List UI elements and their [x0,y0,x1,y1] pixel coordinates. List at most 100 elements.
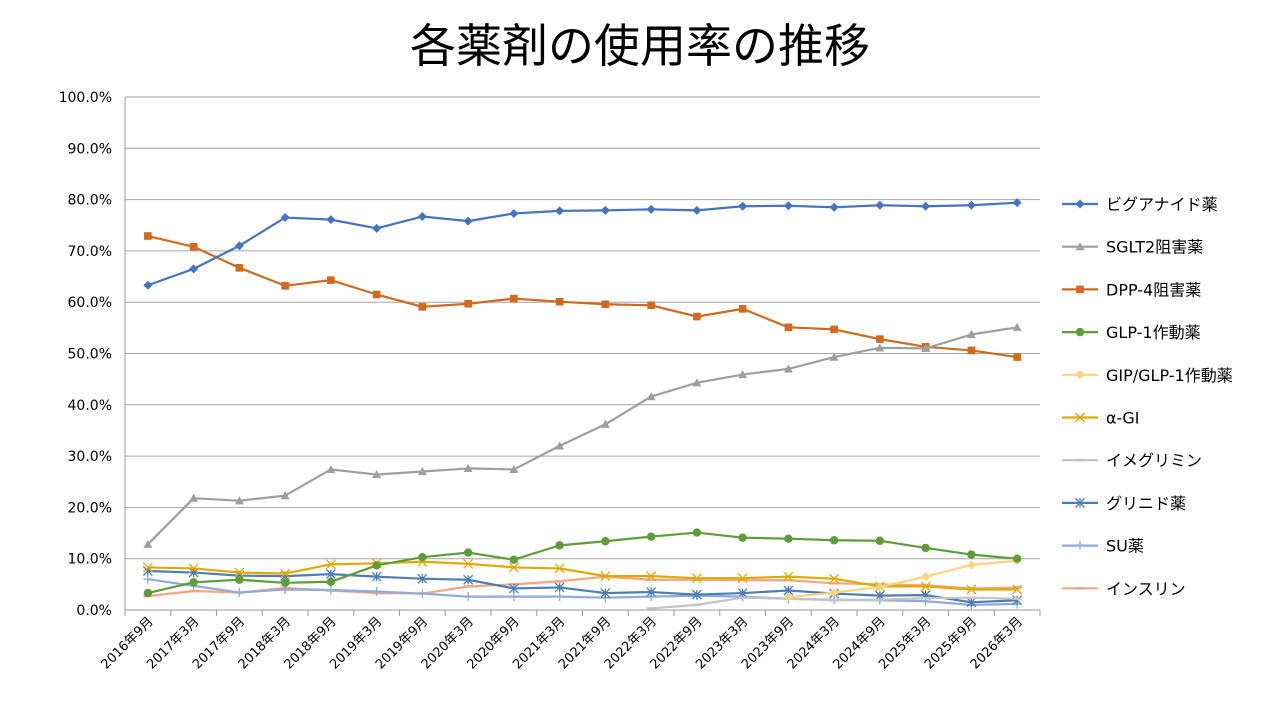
legend-label: α-GI [1106,409,1139,428]
y-tick-label: 80.0% [68,193,112,209]
data-point [646,587,657,598]
data-point [509,208,519,218]
data-point [1075,412,1085,423]
data-point [463,548,473,557]
data-point [235,264,244,272]
data-point [921,343,931,352]
data-point [1075,541,1085,551]
data-point [464,299,472,308]
data-point [326,464,336,474]
data-point [234,496,244,505]
legend-item: グリニド薬 [1062,494,1186,513]
data-point [829,536,839,545]
data-point [967,550,976,559]
data-point [692,205,702,215]
data-point [509,555,519,564]
data-point [1075,199,1085,209]
data-point [417,573,428,584]
data-point [510,294,518,303]
data-point [875,343,885,352]
data-point [600,588,611,599]
data-point [646,571,657,582]
data-point [143,280,153,290]
data-point [829,588,839,598]
legend-label: インスリン [1106,579,1186,598]
data-point [143,588,153,598]
legend: ビグアナイド薬 SGLT2阻害薬 DPP-4阻害薬 GLP-1作動薬 GIP/GLP-1… [1062,195,1233,598]
data-point [372,587,382,597]
series-line [147,560,1018,591]
data-point [280,491,290,500]
series-3 [143,528,1022,598]
gridlines [125,96,1040,611]
data-point [693,312,701,321]
legend-item: GIP/GLP-1作動薬 [1062,366,1233,385]
data-point [829,202,839,212]
legend-label: GLP-1作動薬 [1106,323,1201,342]
data-point [280,213,290,223]
data-point [600,205,610,215]
data-point [188,563,199,574]
data-point [417,212,427,222]
data-point [737,588,748,599]
data-point [508,583,519,594]
data-point [966,330,976,339]
data-point [966,584,977,595]
series-4 [783,556,1022,602]
series-line [788,559,1018,599]
y-tick-label: 60.0% [68,295,112,311]
data-point [600,571,611,582]
data-point [738,533,747,542]
legend-item: インスリン [1062,579,1186,598]
data-point [921,572,931,582]
data-point [463,216,473,226]
data-point [234,241,244,251]
data-point [463,463,473,473]
data-point [144,232,152,240]
data-point [417,589,427,599]
data-point [876,335,884,343]
data-point [783,364,793,373]
data-point [1012,198,1022,208]
data-point [463,574,474,585]
data-point [372,470,382,479]
data-point [325,559,336,570]
data-point [143,539,153,548]
data-point [921,543,930,553]
data-point [554,582,565,593]
data-point [509,464,519,474]
data-point [142,562,153,573]
series-5 [142,556,1023,595]
data-point [920,581,931,592]
data-point [189,264,199,274]
data-point [783,592,793,602]
series-line [147,234,1018,359]
data-point [555,441,565,450]
data-point [325,569,336,580]
data-point [555,541,564,550]
data-point [508,562,519,573]
data-point [280,578,290,588]
data-point [921,201,931,211]
data-point [966,560,976,570]
data-point [417,466,427,476]
data-point [1075,242,1085,251]
data-point [600,419,610,428]
y-tick-label: 30.0% [68,449,112,465]
y-tick-label: 90.0% [68,141,112,157]
data-point [418,303,427,311]
legend-label: SU薬 [1106,537,1144,556]
data-point [875,200,885,210]
legend-item: ビグアナイド薬 [1062,195,1218,214]
series-0 [143,198,1022,290]
data-point [189,493,199,502]
data-point [555,592,565,602]
data-point [463,592,473,602]
legend-item: DPP-4阻害薬 [1062,280,1201,299]
data-point [281,281,289,290]
series-line [147,569,1018,604]
data-point [418,552,427,562]
legend-label: イメグリミン [1106,451,1202,470]
y-tick-label: 0.0% [76,603,112,619]
data-point [189,242,198,251]
